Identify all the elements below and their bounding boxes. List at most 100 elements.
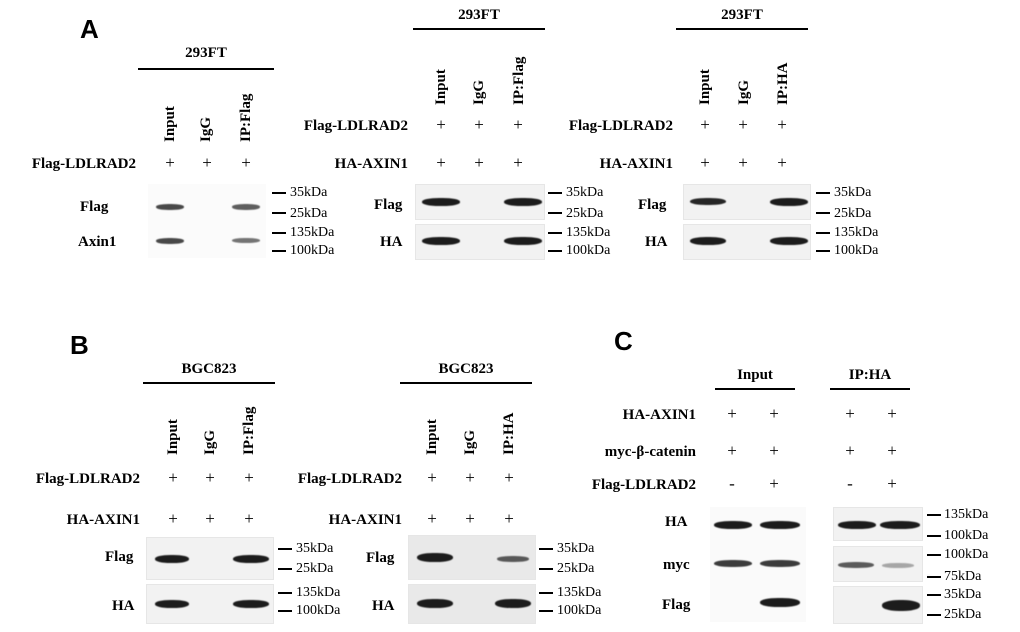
lane-label: Input (162, 106, 178, 142)
blot-row-label: Flag (638, 197, 667, 213)
mw-marker: 25kDa (566, 206, 604, 221)
lane-label: IP:Flag (511, 56, 527, 105)
lane-label: IP:HA (501, 412, 517, 456)
condition-mark: + (465, 468, 475, 487)
condition-mark: + (777, 153, 787, 172)
condition-mark: + (168, 468, 178, 487)
mw-tick (539, 610, 553, 612)
condition-mark: + (769, 441, 779, 460)
cell-line-label: BGC823 (438, 361, 494, 377)
mw-tick (816, 192, 830, 194)
condition-mark: + (845, 404, 855, 423)
blot-membrane (683, 224, 811, 260)
protein-band (838, 562, 874, 568)
protein-band (690, 237, 726, 245)
protein-band (155, 600, 189, 608)
condition-mark: + (727, 404, 737, 423)
protein-band (882, 563, 914, 568)
protein-band (495, 599, 531, 608)
condition-mark: + (777, 115, 787, 134)
protein-band (422, 237, 460, 245)
mw-marker: 25kDa (296, 561, 334, 576)
condition-label: HA-AXIN1 (622, 407, 696, 423)
cell-line-divider (138, 68, 274, 70)
blot-row-label: HA (665, 514, 688, 530)
mw-tick (278, 568, 292, 570)
group-divider (830, 388, 910, 390)
mw-tick (539, 548, 553, 550)
protein-band (417, 553, 453, 562)
mw-marker: 25kDa (834, 206, 872, 221)
lane-label: IP:HA (775, 62, 791, 106)
protein-band (155, 555, 189, 563)
group-label: Input (737, 367, 773, 383)
protein-band (690, 198, 726, 205)
mw-tick (278, 548, 292, 550)
mw-marker: 100kDa (566, 243, 611, 258)
mw-marker: 135kDa (566, 225, 611, 240)
mw-tick (272, 212, 286, 214)
condition-mark: + (738, 115, 748, 134)
mw-tick (927, 576, 941, 578)
protein-band (497, 556, 529, 562)
condition-label: HA-AXIN1 (328, 512, 402, 528)
protein-band (504, 198, 542, 206)
blot-membrane (408, 584, 536, 624)
lane-label: IgG (198, 116, 214, 142)
cell-line-divider (400, 382, 532, 384)
mw-marker: 100kDa (944, 528, 989, 543)
condition-mark: + (205, 509, 215, 528)
mw-marker: 100kDa (557, 603, 602, 618)
condition-label: Flag-LDLRAD2 (35, 471, 140, 487)
mw-marker: 135kDa (944, 507, 989, 522)
protein-band (233, 555, 269, 563)
blot-membrane (148, 184, 266, 258)
mw-marker: 100kDa (296, 603, 341, 618)
blot-membrane (146, 537, 274, 580)
protein-band (504, 237, 542, 245)
cell-line-label: 293FT (185, 45, 227, 61)
blot-row-label: HA (372, 598, 395, 614)
blot-membrane (415, 224, 545, 260)
cell-line-divider (143, 382, 275, 384)
protein-band (714, 521, 752, 529)
lane-label: Input (697, 69, 713, 105)
protein-band (714, 560, 752, 567)
lane-label: IgG (202, 429, 218, 455)
mw-tick (927, 594, 941, 596)
mw-tick (548, 192, 562, 194)
cell-line-label: 293FT (458, 7, 500, 23)
lane-label: IP:Flag (241, 406, 257, 455)
mw-tick (272, 232, 286, 234)
condition-mark: + (700, 153, 710, 172)
blot-membrane (146, 584, 274, 624)
blot-row-label: HA (645, 234, 668, 250)
mw-tick (816, 250, 830, 252)
protein-band (882, 600, 920, 611)
protein-band (422, 198, 460, 206)
blot-row-label: Flag (374, 197, 403, 213)
mw-marker: 75kDa (944, 569, 982, 584)
blot-row-label: Flag (80, 199, 109, 215)
cell-line-divider (413, 28, 545, 30)
condition-mark: + (202, 153, 212, 172)
condition-mark: + (845, 441, 855, 460)
condition-mark: + (168, 509, 178, 528)
mw-tick (927, 514, 941, 516)
condition-label: Flag-LDLRAD2 (591, 477, 696, 493)
mw-tick (548, 212, 562, 214)
blot-row-label: HA (380, 234, 403, 250)
blot-row-label: Flag (366, 550, 395, 566)
mw-tick (548, 232, 562, 234)
condition-mark: + (887, 474, 897, 493)
protein-band (880, 521, 920, 529)
mw-marker: 35kDa (290, 185, 328, 200)
condition-mark: + (513, 153, 523, 172)
blot-membrane (408, 535, 536, 580)
panel-a-letter: A (80, 14, 99, 44)
mw-marker: 35kDa (566, 185, 604, 200)
condition-mark: + (513, 115, 523, 134)
mw-marker: 135kDa (296, 585, 341, 600)
blot-membrane (710, 507, 806, 622)
condition-label: HA-AXIN1 (599, 156, 673, 172)
